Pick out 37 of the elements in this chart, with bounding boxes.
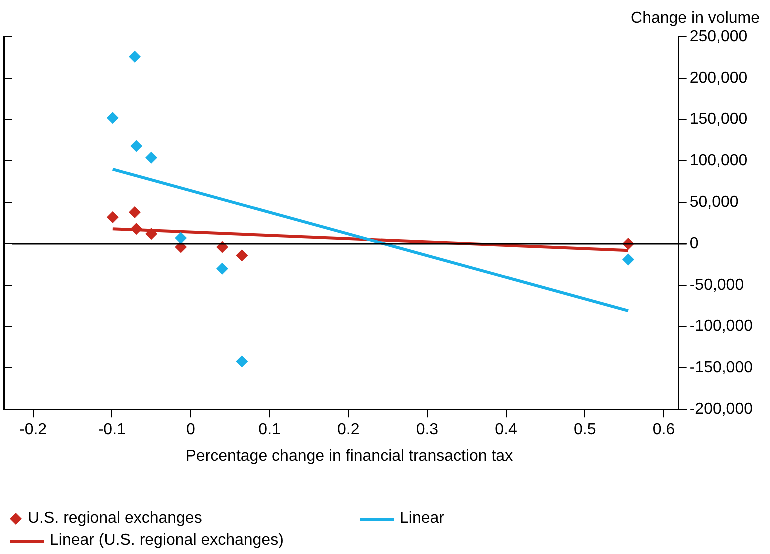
- y-tick-label: 0: [690, 235, 699, 252]
- x-tick-label: -0.2: [19, 422, 48, 439]
- x-tick-label: 0.6: [652, 422, 676, 439]
- point: [236, 250, 248, 262]
- x-tick-label: 0.4: [495, 422, 518, 439]
- y-tick-label: -150,000: [690, 360, 754, 377]
- x-tick-label: 0.1: [258, 422, 282, 439]
- y-tick-label: -200,000: [690, 401, 754, 418]
- x-tick-label: -0.1: [98, 422, 126, 439]
- legend-label: Linear (U.S. regional exchanges): [50, 532, 284, 550]
- y-tick-label: -50,000: [690, 276, 744, 294]
- point: [236, 356, 248, 368]
- point: [106, 112, 119, 124]
- x-tick-label: 0.5: [574, 422, 596, 439]
- point: [130, 140, 143, 152]
- point: [216, 262, 228, 275]
- point: [146, 152, 158, 164]
- x-axis-title: Percentage change in financial transaction tax: [186, 448, 514, 465]
- legend-label: U.S. regional exchanges: [28, 510, 202, 528]
- x-tick-label: 0.2: [338, 422, 360, 439]
- point: [175, 232, 188, 244]
- x-tick-label: 0.3: [416, 422, 439, 439]
- y-tick-label: -100,000: [690, 318, 754, 336]
- point: [106, 212, 119, 224]
- y-tick-label: 150,000: [690, 111, 748, 128]
- y-tick-label: 200,000: [690, 70, 748, 87]
- x-tick-label: 0: [186, 422, 196, 439]
- legend-label: Linear: [400, 510, 444, 528]
- point: [130, 223, 143, 236]
- point: [128, 50, 141, 63]
- point: [146, 228, 158, 240]
- y-tick-label: 100,000: [690, 152, 748, 170]
- point: [622, 254, 634, 266]
- y-tick-label: 250,000: [690, 28, 748, 46]
- point: [128, 206, 141, 219]
- y-tick-label: 50,000: [690, 194, 739, 212]
- y-axis-title: Change in volume: [631, 10, 760, 28]
